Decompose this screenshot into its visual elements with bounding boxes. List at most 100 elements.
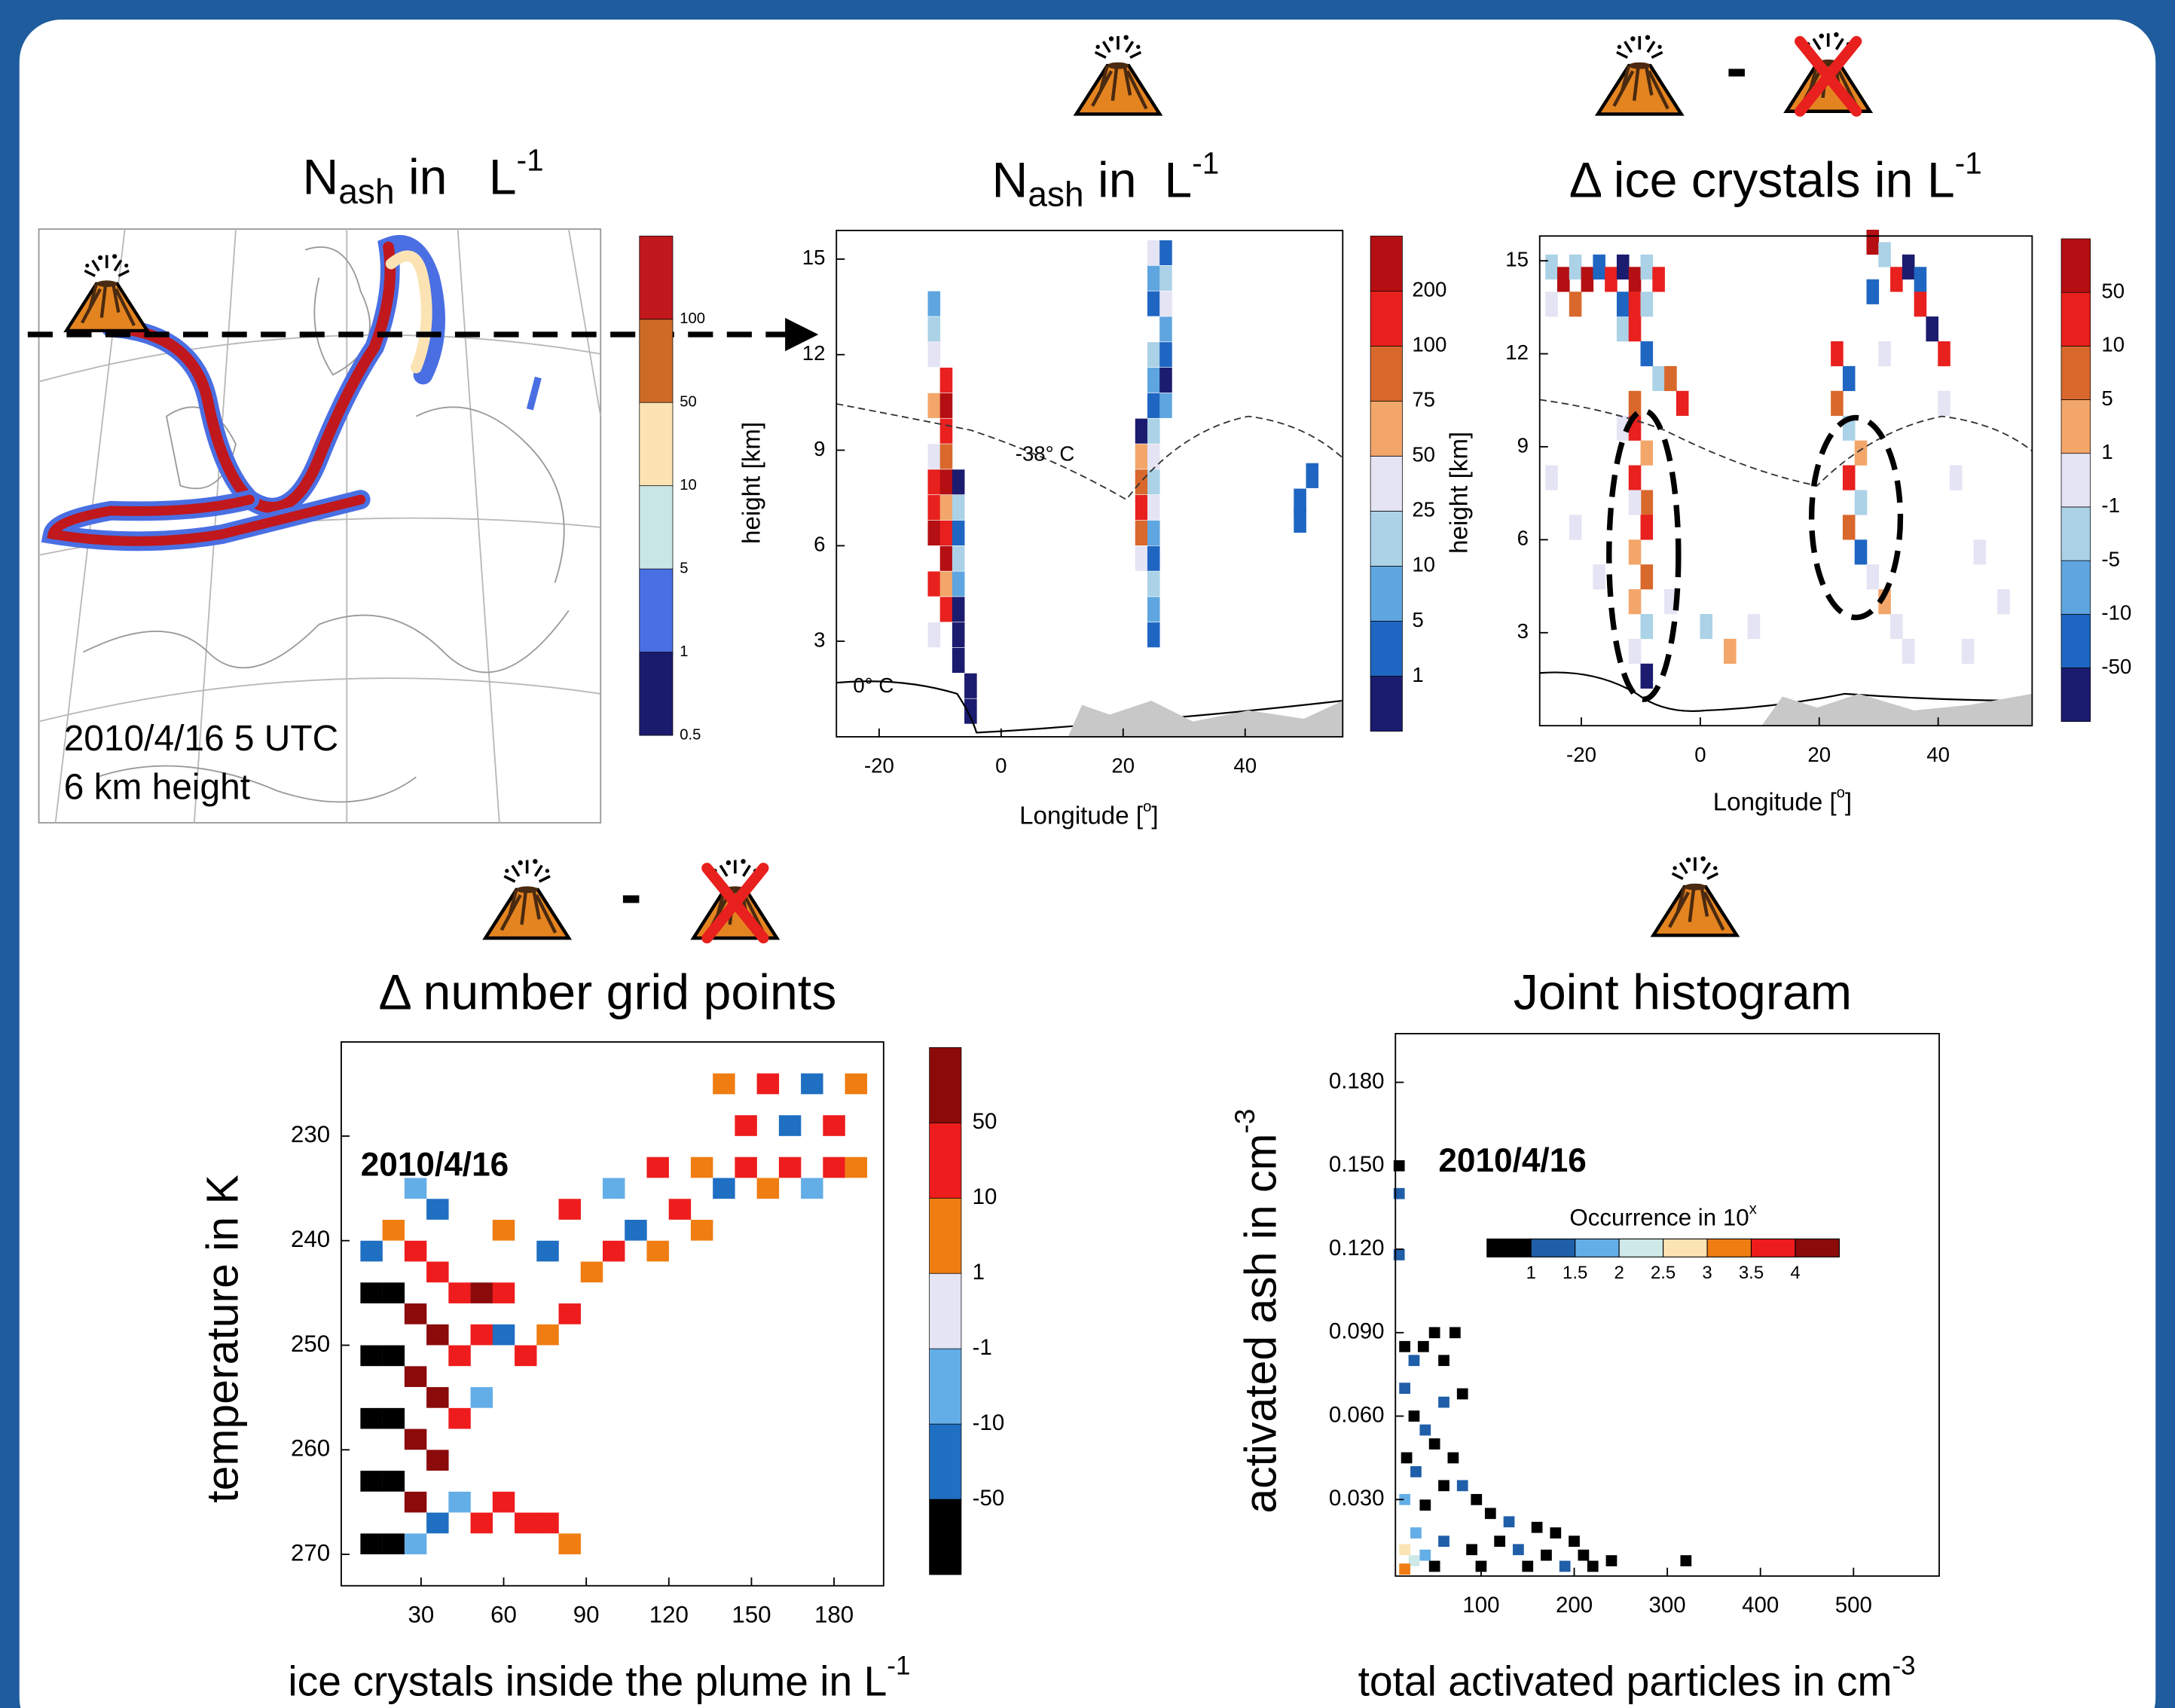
annotation: 2010/4/16 <box>1438 1142 1587 1179</box>
cell <box>1417 1340 1429 1352</box>
plot-frame <box>835 229 1344 738</box>
colorbar-label: 50 <box>1412 443 1435 466</box>
cell <box>448 1407 471 1429</box>
cell <box>426 1261 449 1283</box>
cell <box>646 1240 669 1262</box>
cell <box>426 1387 449 1408</box>
cell <box>1652 267 1665 292</box>
colorbar-swatch <box>1370 290 1403 347</box>
colorbar-label: -50 <box>973 1486 1005 1511</box>
cell <box>1557 267 1570 292</box>
x-tick-label: 40 <box>1233 754 1257 778</box>
cell <box>1135 495 1148 521</box>
operator: - <box>1726 31 1747 102</box>
cell <box>1628 292 1642 317</box>
colorbar-swatch <box>929 1046 962 1123</box>
cell <box>952 495 965 521</box>
y-tick-label: 0.030 <box>1329 1486 1385 1511</box>
colorbar-swatch <box>1663 1238 1708 1257</box>
colorbar-swatch <box>1618 1238 1664 1257</box>
cell <box>1147 622 1160 648</box>
cell <box>964 698 977 724</box>
cell <box>1399 1563 1410 1575</box>
colorbar-swatch <box>639 319 674 403</box>
colorbar-swatch <box>2060 345 2091 400</box>
cell <box>1147 495 1160 521</box>
colorbar-title: Occurrence in 10x <box>1569 1201 1756 1231</box>
cell <box>927 291 941 316</box>
colorbar-label: 5 <box>1412 608 1423 631</box>
cell <box>1147 265 1160 291</box>
cell <box>1399 1383 1410 1395</box>
cell <box>1531 1521 1543 1533</box>
colorbar-swatch <box>1370 235 1403 292</box>
title-sup: -1 <box>1192 145 1219 180</box>
cell <box>778 1156 802 1178</box>
cell <box>492 1282 515 1303</box>
cell <box>1456 1480 1468 1492</box>
x-tick-label: -20 <box>864 754 894 778</box>
cell <box>1159 342 1172 368</box>
cell <box>360 1240 383 1262</box>
cell <box>1484 1508 1496 1520</box>
colorbar-swatch <box>1575 1238 1620 1257</box>
cell <box>927 316 941 342</box>
cell <box>426 1450 449 1471</box>
plot-area <box>1395 1033 1939 1576</box>
cell <box>1393 1187 1405 1199</box>
cell <box>404 1491 427 1513</box>
cell <box>927 520 941 545</box>
cell <box>1475 1560 1487 1572</box>
cell <box>1147 469 1160 495</box>
cross-section-lines <box>836 399 2033 737</box>
cell <box>1866 279 1880 304</box>
cell <box>1147 571 1160 597</box>
colorbar-label: 5 <box>2101 387 2112 410</box>
label-text: activated ash in cm <box>1236 1133 1285 1513</box>
cell <box>1628 465 1642 490</box>
colorbar-swatch <box>2060 399 2091 454</box>
cell <box>1569 254 1582 280</box>
cell <box>1159 265 1172 291</box>
cell <box>646 1156 669 1178</box>
cell <box>1640 613 1654 640</box>
colorbar-label: 75 <box>1412 388 1435 411</box>
colorbar-label: 1 <box>2101 440 2112 463</box>
cell <box>448 1491 471 1513</box>
colorbar-label: 10 <box>973 1184 997 1209</box>
cell <box>952 647 965 674</box>
cell <box>1393 1249 1405 1260</box>
cell <box>1408 1410 1420 1422</box>
cell <box>1159 316 1172 342</box>
cell <box>1147 545 1160 571</box>
cell <box>1159 367 1172 393</box>
cell <box>1466 1544 1477 1556</box>
colorbar-swatch <box>929 1499 962 1575</box>
colorbar-label: -10 <box>2101 601 2131 625</box>
cell <box>1593 564 1605 590</box>
cell <box>426 1324 449 1346</box>
label-sup: o <box>1143 799 1151 815</box>
cell <box>939 495 953 521</box>
colorbar-swatch <box>639 568 674 652</box>
cell <box>1938 390 1950 416</box>
colorbar-swatch <box>2060 453 2091 508</box>
cell <box>713 1073 735 1095</box>
cell <box>952 520 965 545</box>
y-tick-label: 0.150 <box>1329 1152 1385 1177</box>
cell <box>1587 1560 1599 1572</box>
label-sup: -1 <box>887 1651 910 1681</box>
cell <box>1616 316 1630 342</box>
chart-title: Nash in L-1 <box>992 145 1220 214</box>
cell <box>1616 254 1630 280</box>
title-sub: ash <box>1028 175 1083 214</box>
cell <box>1135 545 1148 571</box>
cell <box>1997 589 2010 615</box>
cell <box>845 1073 868 1095</box>
colorbar-label: 1 <box>1526 1263 1536 1283</box>
cell <box>1456 1388 1468 1400</box>
chart-title: Δ number grid points <box>379 965 837 1021</box>
colorbar-label: 2.5 <box>1651 1263 1676 1283</box>
colorbar-swatch <box>1370 456 1403 512</box>
